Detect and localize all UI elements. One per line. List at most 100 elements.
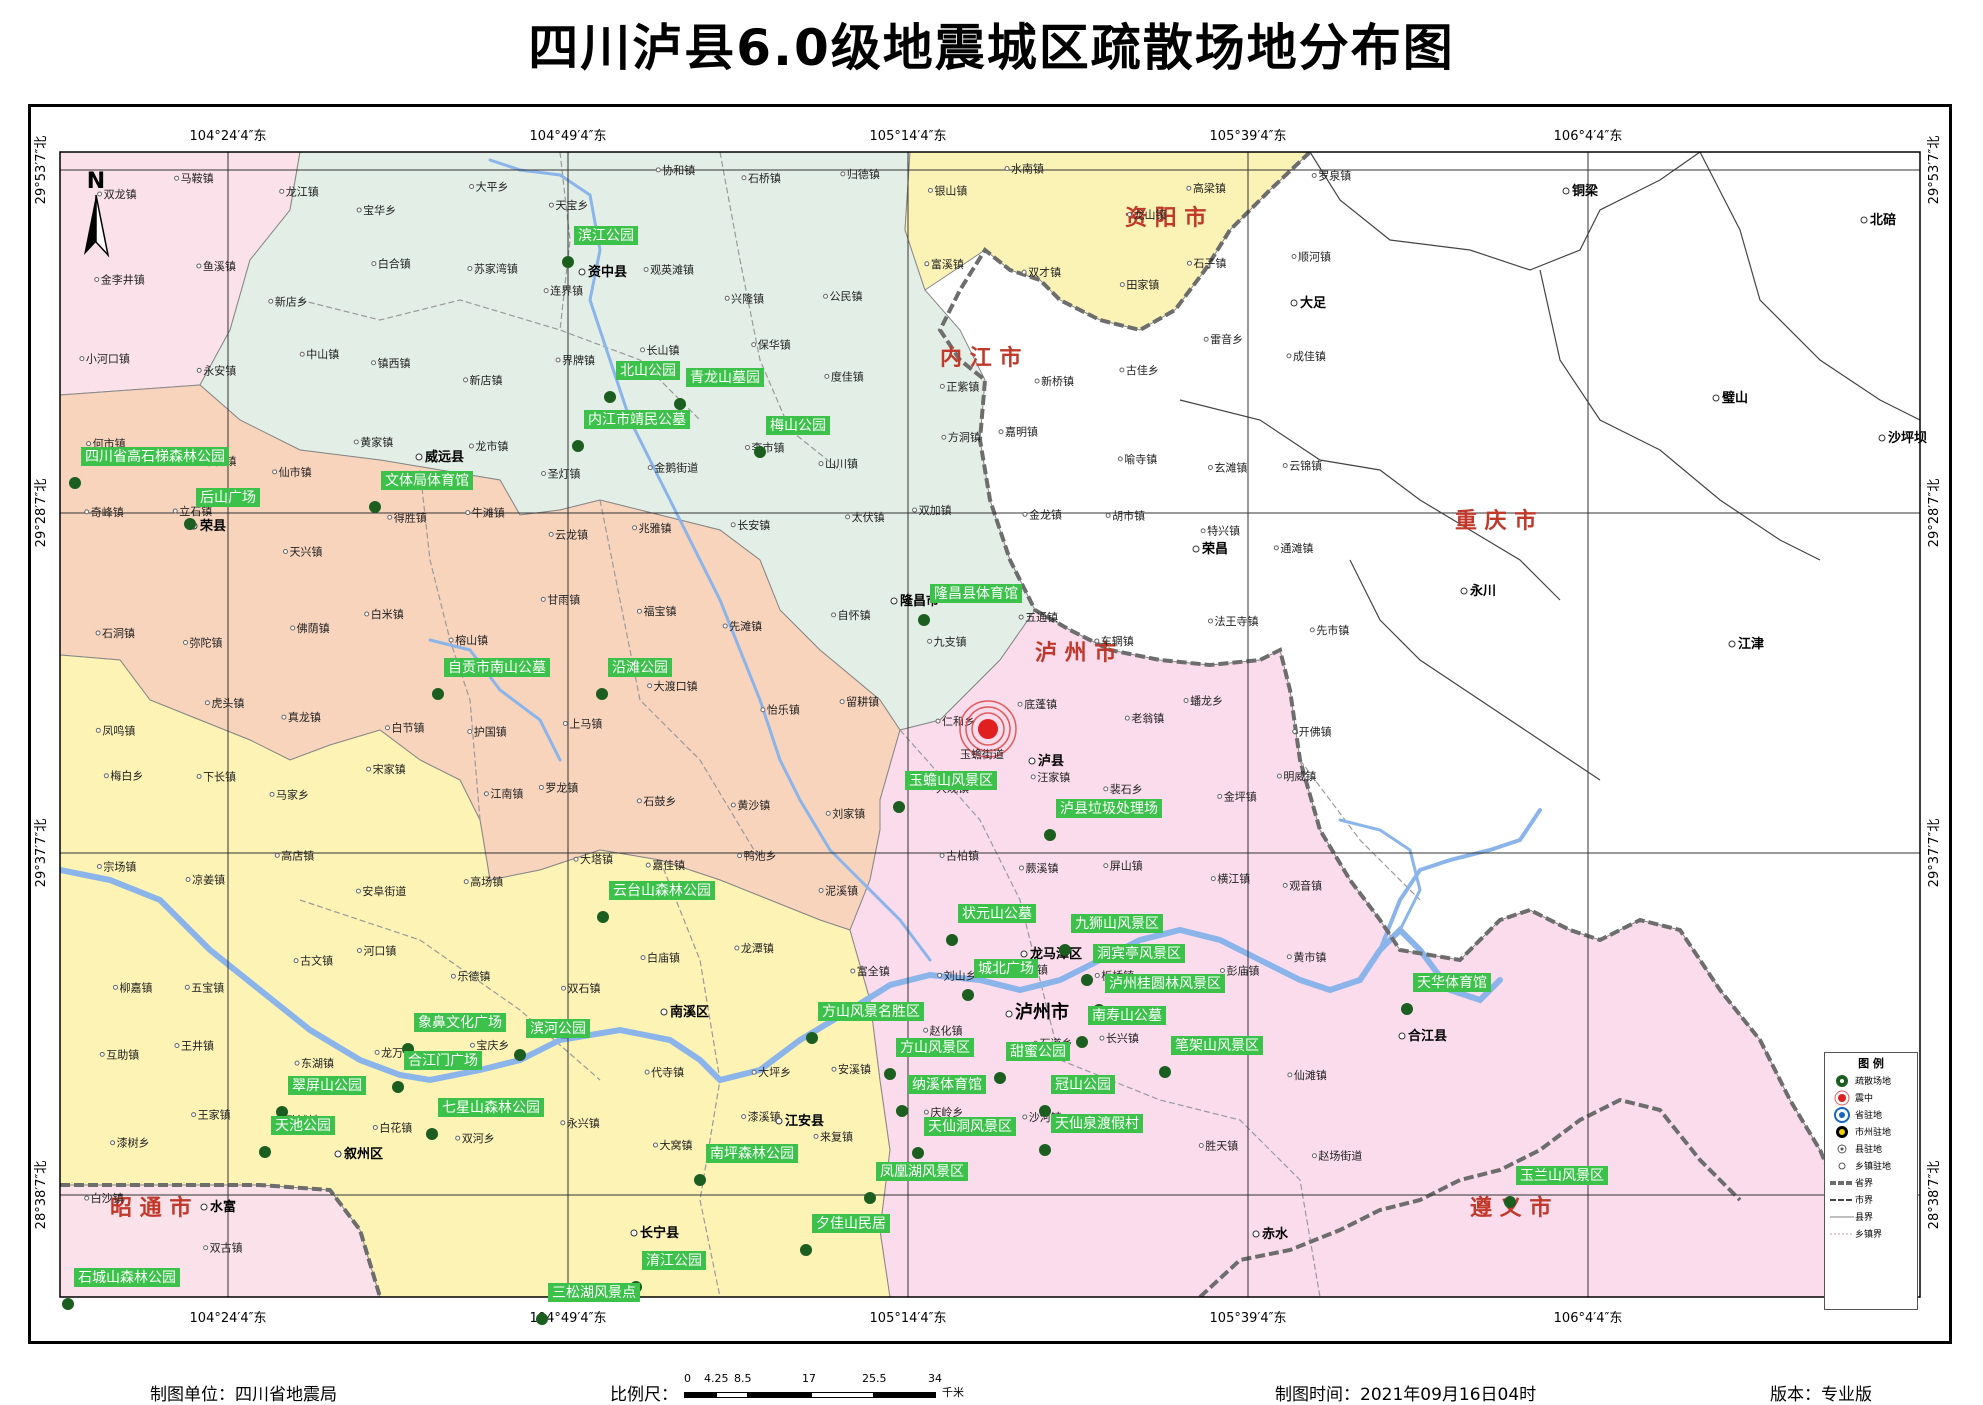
town-label: 双才镇 <box>1028 265 1061 279</box>
town-seat-icon <box>722 623 728 629</box>
town-label: 古文镇 <box>300 954 333 968</box>
evac-site[interactable]: 洞宾亭风景区 <box>1081 944 1185 986</box>
town-seat-icon <box>1022 1114 1028 1120</box>
town-label: 胡市镇 <box>1112 508 1145 522</box>
town-label: 永兴镇 <box>567 1116 600 1130</box>
evac-site[interactable]: 七星山森林公园 <box>426 1098 544 1140</box>
city-label: 赤水 <box>1262 1226 1289 1242</box>
town-label: 江南镇 <box>490 787 523 801</box>
evac-site[interactable]: 隆昌县体育馆 <box>918 584 1022 626</box>
town-seat-icon <box>555 357 561 363</box>
town-seat-icon <box>831 612 837 618</box>
epicenter-town-label: 玉蟾街道 <box>960 747 1004 761</box>
evac-site-label: 北山公园 <box>620 363 676 379</box>
town-seat-icon <box>647 683 653 689</box>
town-seat-icon <box>1119 282 1125 288</box>
evac-site-label: 云台山森林公园 <box>613 883 711 899</box>
town-label: 甘雨镇 <box>547 592 580 606</box>
town-seat-icon <box>924 261 930 267</box>
town-seat-icon <box>573 856 579 862</box>
evac-site[interactable]: 滨河公园 <box>514 1019 590 1061</box>
town-seat-icon <box>937 972 943 978</box>
town-seat-icon <box>818 887 824 893</box>
evac-site-icon <box>674 398 686 410</box>
evac-site[interactable]: 石城山森林公园 <box>62 1268 180 1310</box>
evac-site[interactable]: 方山风景区 <box>884 1038 974 1080</box>
evac-site[interactable]: 笔架山风景区 <box>1159 1036 1263 1078</box>
evac-site[interactable]: 城北广场 <box>962 959 1038 1001</box>
town-label: 高店镇 <box>281 848 314 862</box>
evac-site[interactable]: 三松湖风景点 <box>536 1283 640 1325</box>
town-label: 鱼溪镇 <box>203 259 236 273</box>
town-label: 汪家镇 <box>1037 770 1070 784</box>
town-seat-icon <box>1094 972 1100 978</box>
town-label: 漆树乡 <box>117 1136 150 1150</box>
town-label: 石子镇 <box>1193 256 1226 270</box>
town-seat-icon <box>744 444 750 450</box>
evac-site[interactable]: 沿滩公园 <box>596 658 672 700</box>
epicenter-icon[interactable]: 玉蟾街道 <box>959 700 1017 761</box>
town-seat-icon <box>548 531 554 537</box>
evac-site[interactable]: 南寿山公墓 <box>1076 1006 1166 1048</box>
evac-site[interactable]: 凤凰湖风景区 <box>864 1162 968 1204</box>
evac-site-label: 天华体育馆 <box>1417 975 1487 991</box>
evac-site[interactable]: 天仙泉渡假村 <box>1039 1114 1143 1156</box>
evac-site[interactable]: 冠山公园 <box>1039 1075 1115 1117</box>
evac-site[interactable]: 纳溪体育馆 <box>896 1075 986 1117</box>
evac-site[interactable]: 梅山公园 <box>754 416 830 458</box>
evac-site[interactable]: 后山广场 <box>184 488 260 530</box>
town-seat-icon <box>548 202 554 208</box>
evac-site[interactable]: 翠屏山公园 <box>276 1076 366 1118</box>
town-seat-icon <box>923 1027 929 1033</box>
evac-site[interactable]: 象鼻文化广场 <box>402 1013 506 1055</box>
town-seat-icon <box>1210 876 1216 882</box>
evac-site[interactable]: 状元山公墓 <box>946 904 1036 946</box>
evac-site[interactable]: 南坪森林公园 <box>694 1144 798 1186</box>
evac-site[interactable]: 泸县垃圾处理场 <box>1044 799 1162 841</box>
evac-site[interactable]: 内江市靖民公墓 <box>572 410 690 452</box>
evac-site[interactable]: 玉蟾山风景区 <box>893 771 997 813</box>
evac-site[interactable]: 合江门广场 <box>392 1051 482 1093</box>
town-seat-icon <box>95 727 101 733</box>
evac-site[interactable]: 青龙山墓园 <box>674 368 764 410</box>
county-seat-icon <box>1460 587 1468 595</box>
evac-site[interactable]: 夕佳山民居 <box>800 1214 890 1256</box>
town-label: 代寺镇 <box>651 1065 684 1079</box>
town-seat-icon <box>927 638 933 644</box>
evac-site[interactable]: 九狮山风景区 <box>1059 914 1163 956</box>
town-label: 金鹅街道 <box>654 461 698 475</box>
evac-site-icon <box>1829 1074 1855 1088</box>
evac-site[interactable]: 天仙洞风景区 <box>912 1117 1016 1159</box>
evac-site[interactable]: 泸州桂圆林风景区 <box>1093 974 1225 1016</box>
town-seat-icon <box>374 1049 380 1055</box>
evac-site-label: 文体局体育馆 <box>385 473 469 489</box>
graticule <box>60 152 1920 1297</box>
evac-site-label: 方山风景区 <box>900 1040 970 1056</box>
town-label: 互助镇 <box>106 1047 139 1061</box>
lon-label: 104°24′4″东 <box>190 129 267 144</box>
town-label: 长兴镇 <box>1106 1031 1139 1045</box>
lon-label: 105°14′4″东 <box>870 1311 947 1326</box>
town-label: 水南镇 <box>1011 162 1044 176</box>
evac-site-icon <box>864 1192 876 1204</box>
evac-site[interactable]: 天华体育馆 <box>1401 973 1491 1015</box>
legend-label: 震中 <box>1855 1094 1874 1104</box>
evac-site-label: 青龙山墓园 <box>690 370 760 386</box>
evac-site[interactable]: 天池公园 <box>259 1116 335 1158</box>
evac-site[interactable]: 方山风景名胜区 <box>806 1002 924 1044</box>
evac-site[interactable]: 北山公园 <box>604 361 680 403</box>
evac-site[interactable]: 玉兰山风景区 <box>1504 1166 1608 1208</box>
evac-site[interactable]: 滨江公园 <box>562 226 638 268</box>
evac-site[interactable]: 自贡市南山公墓 <box>432 658 550 700</box>
town-label: 大塔镇 <box>580 852 613 866</box>
evac-site[interactable]: 文体局体育馆 <box>369 471 473 513</box>
town-label: 蟠龙乡 <box>1190 694 1223 707</box>
evac-site[interactable]: 甜蜜公园 <box>994 1042 1070 1084</box>
town-seat-icon <box>640 347 646 353</box>
evac-site[interactable]: 云台山森林公园 <box>597 881 715 923</box>
evac-site[interactable]: 四川省高石梯森林公园 <box>69 447 229 489</box>
lon-labels-bottom: 104°24′4″东 104°49′4″东 105°14′4″东 105°39′… <box>190 1311 1623 1326</box>
map-canvas[interactable]: 104°24′4″东 104°49′4″东 105°14′4″东 105°39′… <box>0 0 1983 1340</box>
town-label: 刘山乡 <box>944 969 977 982</box>
